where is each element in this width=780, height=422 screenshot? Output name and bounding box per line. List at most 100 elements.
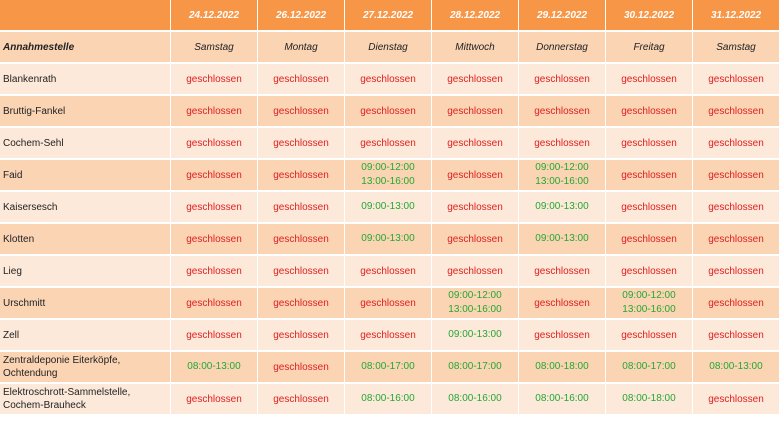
opening-hours-cell: 08:00-16:00 — [519, 384, 606, 416]
opening-hours-cell: 08:00-17:00 — [432, 352, 519, 384]
status-closed: geschlossen — [432, 96, 519, 128]
status-closed: geschlossen — [693, 96, 780, 128]
weekday-header-cell: Montag — [258, 32, 345, 64]
status-closed: geschlossen — [258, 320, 345, 352]
status-closed: geschlossen — [258, 160, 345, 192]
location-name: Lieg — [0, 256, 171, 288]
location-name: Zell — [0, 320, 171, 352]
status-closed: geschlossen — [345, 64, 432, 96]
weekday-header-cell: Mittwoch — [432, 32, 519, 64]
opening-hours-cell: 09:00-13:00 — [432, 320, 519, 352]
location-name: Blankenrath — [0, 64, 171, 96]
status-closed: geschlossen — [432, 64, 519, 96]
opening-time-range: 08:00-17:00 — [361, 361, 415, 372]
status-closed: geschlossen — [606, 224, 693, 256]
opening-time-range: 09:00-13:00 — [535, 201, 589, 212]
status-closed: geschlossen — [432, 256, 519, 288]
date-header-cell: 27.12.2022 — [345, 0, 432, 32]
status-closed: geschlossen — [258, 256, 345, 288]
status-closed: geschlossen — [258, 128, 345, 160]
status-closed: geschlossen — [345, 288, 432, 320]
opening-time-range: 08:00-16:00 — [535, 393, 589, 404]
location-name: Elektroschrott-Sammelstelle, Cochem-Brau… — [0, 384, 171, 416]
status-closed: geschlossen — [258, 352, 345, 384]
status-closed: geschlossen — [606, 96, 693, 128]
status-closed: geschlossen — [693, 64, 780, 96]
opening-time-range: 08:00-18:00 — [622, 393, 676, 404]
status-closed: geschlossen — [606, 256, 693, 288]
table-row: Cochem-Sehl geschlossen geschlossen geschlo… — [0, 128, 780, 160]
status-closed: geschlossen — [432, 192, 519, 224]
opening-time-range: 08:00-13:00 — [709, 361, 763, 372]
status-closed: geschlossen — [171, 288, 258, 320]
opening-time-range: 09:00-12:00 — [448, 290, 502, 301]
date-header-row: 24.12.2022 26.12.2022 27.12.2022 28.12.2… — [0, 0, 780, 32]
date-header-cell: 29.12.2022 — [519, 0, 606, 32]
opening-time-range: 08:00-16:00 — [361, 393, 415, 404]
opening-time-range: 08:00-17:00 — [448, 361, 502, 372]
table-row: Zell geschlossen geschlossen geschlossen 09:… — [0, 320, 780, 352]
opening-time-range: 09:00-12:00 — [535, 162, 589, 173]
status-closed: geschlossen — [693, 224, 780, 256]
location-name: Zentraldeponie Eiterköpfe, Ochtendung — [0, 352, 171, 384]
status-closed: geschlossen — [171, 256, 258, 288]
status-closed: geschlossen — [693, 256, 780, 288]
status-closed: geschlossen — [258, 288, 345, 320]
date-header-cell: 28.12.2022 — [432, 0, 519, 32]
opening-time-range: 13:00-16:00 — [361, 176, 415, 187]
opening-time-range: 09:00-12:00 — [622, 290, 676, 301]
opening-time-range: 09:00-12:00 — [361, 162, 415, 173]
opening-time-range: 08:00-17:00 — [622, 361, 676, 372]
opening-time-range: 09:00-13:00 — [361, 233, 415, 244]
table-row: Elektroschrott-Sammelstelle, Cochem-Brau… — [0, 384, 780, 416]
status-closed: geschlossen — [693, 160, 780, 192]
status-closed: geschlossen — [606, 320, 693, 352]
opening-time-range: 09:00-13:00 — [535, 233, 589, 244]
opening-hours-cell: 09:00-12:00 13:00-16:00 — [432, 288, 519, 320]
status-closed: geschlossen — [693, 288, 780, 320]
opening-hours-cell: 08:00-13:00 — [171, 352, 258, 384]
weekday-header-cell: Freitag — [606, 32, 693, 64]
table-row: Faid geschlossen geschlossen 09:00-12:00 13:… — [0, 160, 780, 192]
opening-time-range: 09:00-13:00 — [448, 329, 502, 340]
status-closed: geschlossen — [171, 320, 258, 352]
opening-hours-cell: 08:00-17:00 — [345, 352, 432, 384]
status-closed: geschlossen — [519, 96, 606, 128]
status-closed: geschlossen — [432, 160, 519, 192]
opening-hours-cell: 09:00-13:00 — [519, 224, 606, 256]
opening-hours-cell: 08:00-17:00 — [606, 352, 693, 384]
date-header-cell: 31.12.2022 — [693, 0, 780, 32]
status-closed: geschlossen — [258, 192, 345, 224]
status-closed: geschlossen — [519, 288, 606, 320]
opening-hours-cell: 09:00-13:00 — [345, 224, 432, 256]
status-closed: geschlossen — [606, 64, 693, 96]
status-closed: geschlossen — [171, 160, 258, 192]
status-closed: geschlossen — [171, 64, 258, 96]
location-name: Kaisersesch — [0, 192, 171, 224]
table-body: Annahmestelle Samstag Montag Dienstag Mi… — [0, 32, 780, 416]
opening-hours-cell: 09:00-13:00 — [345, 192, 432, 224]
opening-hours-cell: 08:00-16:00 — [432, 384, 519, 416]
date-header-cell: 26.12.2022 — [258, 0, 345, 32]
status-closed: geschlossen — [258, 64, 345, 96]
location-name: Urschmitt — [0, 288, 171, 320]
table-row: Lieg geschlossen geschlossen geschlossen ges… — [0, 256, 780, 288]
table-row: Klotten geschlossen geschlossen 09:00-13:00… — [0, 224, 780, 256]
weekday-header-cell: Donnerstag — [519, 32, 606, 64]
status-closed: geschlossen — [171, 384, 258, 416]
status-closed: geschlossen — [693, 192, 780, 224]
weekday-header-cell: Dienstag — [345, 32, 432, 64]
status-closed: geschlossen — [519, 64, 606, 96]
opening-hours-cell: 09:00-12:00 13:00-16:00 — [345, 160, 432, 192]
status-closed: geschlossen — [606, 128, 693, 160]
opening-hours-cell: 09:00-13:00 — [519, 192, 606, 224]
status-closed: geschlossen — [345, 96, 432, 128]
table-row: Kaisersesch geschlossen geschlossen 09:00-1… — [0, 192, 780, 224]
header-corner-cell — [0, 0, 171, 32]
status-closed: geschlossen — [693, 384, 780, 416]
weekday-header-cell: Samstag — [171, 32, 258, 64]
opening-time-range: 08:00-18:00 — [535, 361, 589, 372]
status-closed: geschlossen — [519, 320, 606, 352]
location-name: Faid — [0, 160, 171, 192]
location-name: Klotten — [0, 224, 171, 256]
